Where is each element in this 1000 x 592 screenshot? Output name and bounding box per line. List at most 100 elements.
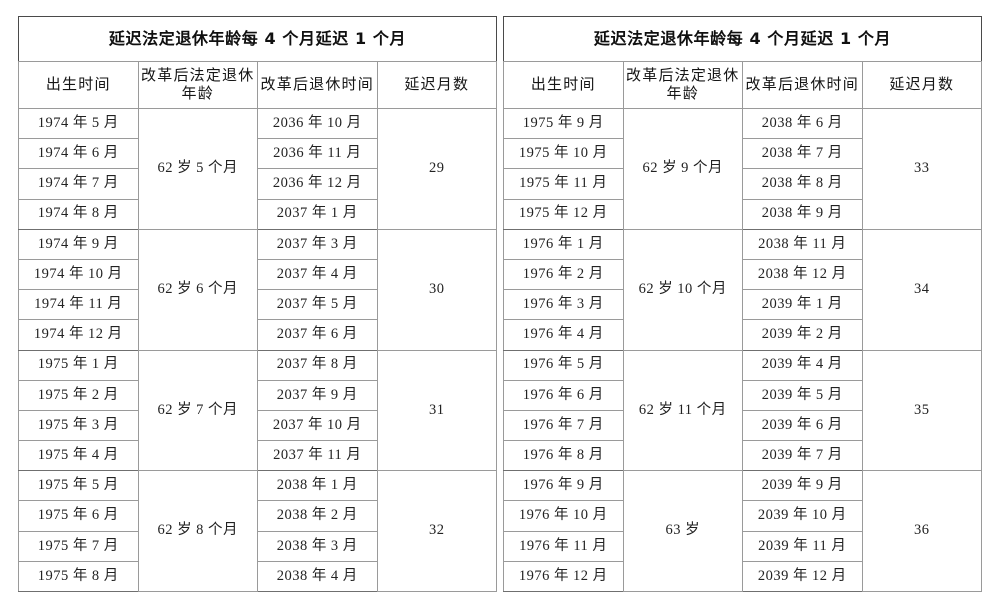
cell-retirement-date: 2038 年 3 月 bbox=[257, 530, 378, 562]
cell-retirement-date: 2039 年 2 月 bbox=[742, 319, 863, 351]
column-header-birth-date: 出生时间 bbox=[503, 61, 624, 109]
table-row: 1975 年 2 月 2037 年 9 月 bbox=[18, 379, 497, 411]
cell-birth-date: 1975 年 8 月 bbox=[18, 560, 139, 592]
table-row: 1975 年 6 月 2038 年 2 月 bbox=[18, 500, 497, 532]
cell-birth-date: 1975 年 5 月 bbox=[18, 470, 139, 502]
cell-retirement-date: 2037 年 6 月 bbox=[257, 319, 378, 351]
cell-retirement-date: 2039 年 10 月 bbox=[742, 500, 863, 532]
cell-birth-date: 1974 年 7 月 bbox=[18, 168, 139, 200]
table-row: 1974 年 5 月 62 岁 5 个月 2036 年 10 月 29 bbox=[18, 107, 497, 230]
column-header-delay-months: 延迟月数 bbox=[861, 61, 982, 109]
cell-retirement-date: 2036 年 11 月 bbox=[257, 138, 378, 170]
table-row: 1976 年 12 月 2039 年 12 月 bbox=[503, 560, 982, 592]
cell-birth-date: 1975 年 7 月 bbox=[18, 530, 139, 562]
table-row: 1974 年 6 月 2036 年 11 月 bbox=[18, 138, 497, 170]
retirement-schedule-table: 延迟法定退休年龄每 4 个月延迟 1 个月 出生时间 改革后法定退休年龄 改革后退休时… bbox=[18, 16, 497, 592]
cell-retirement-date: 2038 年 9 月 bbox=[742, 198, 863, 230]
table-title-row: 延迟法定退休年龄每 4 个月延迟 1 个月 bbox=[503, 16, 982, 62]
cell-birth-date: 1976 年 1 月 bbox=[503, 228, 624, 260]
cell-birth-date: 1976 年 5 月 bbox=[503, 349, 624, 381]
table-row: 1974 年 11 月 2037 年 5 月 bbox=[18, 289, 497, 321]
cell-delay-months: 29 bbox=[376, 108, 497, 230]
column-header-birth-date: 出生时间 bbox=[18, 61, 139, 109]
table-title-row: 延迟法定退休年龄每 4 个月延迟 1 个月 bbox=[18, 16, 497, 62]
cell-birth-date: 1976 年 2 月 bbox=[503, 258, 624, 291]
cell-birth-date: 1976 年 4 月 bbox=[503, 319, 624, 351]
cell-retirement-age: 62 岁 5 个月 bbox=[137, 108, 258, 230]
cell-retirement-date: 2039 年 4 月 bbox=[742, 349, 863, 381]
cell-birth-date: 1976 年 11 月 bbox=[503, 530, 624, 562]
cell-retirement-date: 2036 年 10 月 bbox=[257, 107, 378, 140]
cell-birth-date: 1974 年 11 月 bbox=[18, 289, 139, 321]
table-row: 1976 年 7 月 2039 年 6 月 bbox=[503, 409, 982, 442]
table-row: 1976 年 9 月 63 岁 2039 年 9 月 36 bbox=[503, 470, 982, 592]
table-row: 1975 年 12 月 2038 年 9 月 bbox=[503, 198, 982, 230]
cell-retirement-date: 2038 年 8 月 bbox=[742, 168, 863, 200]
cell-birth-date: 1976 年 3 月 bbox=[503, 289, 624, 321]
table-title: 延迟法定退休年龄每 4 个月延迟 1 个月 bbox=[503, 16, 982, 62]
column-header-retirement-date: 改革后退休时间 bbox=[742, 61, 863, 109]
table-row: 1974 年 10 月 2037 年 4 月 bbox=[18, 258, 497, 291]
cell-birth-date: 1975 年 1 月 bbox=[18, 349, 139, 381]
cell-birth-date: 1974 年 9 月 bbox=[18, 228, 139, 260]
cell-retirement-date: 2037 年 4 月 bbox=[257, 258, 378, 291]
cell-retirement-date: 2039 年 9 月 bbox=[742, 470, 863, 502]
cell-delay-months: 35 bbox=[861, 349, 982, 472]
cell-birth-date: 1976 年 7 月 bbox=[503, 409, 624, 442]
cell-retirement-date: 2039 年 5 月 bbox=[742, 379, 863, 411]
cell-retirement-date: 2039 年 1 月 bbox=[742, 289, 863, 321]
table-row: 1975 年 3 月 2037 年 10 月 bbox=[18, 409, 497, 442]
table-row: 1975 年 1 月 62 岁 7 个月 2037 年 8 月 31 bbox=[18, 349, 497, 472]
cell-birth-date: 1975 年 2 月 bbox=[18, 379, 139, 411]
cell-retirement-date: 2037 年 9 月 bbox=[257, 379, 378, 411]
cell-birth-date: 1975 年 6 月 bbox=[18, 500, 139, 532]
table-row: 1976 年 3 月 2039 年 1 月 bbox=[503, 289, 982, 321]
cell-birth-date: 1974 年 5 月 bbox=[18, 107, 139, 140]
cell-delay-months: 33 bbox=[861, 108, 982, 230]
cell-birth-date: 1975 年 4 月 bbox=[18, 440, 139, 472]
cell-retirement-date: 2037 年 5 月 bbox=[257, 289, 378, 321]
tables-container: 延迟法定退休年龄每 4 个月延迟 1 个月 出生时间 改革后法定退休年龄 改革后退休时… bbox=[18, 16, 982, 592]
cell-birth-date: 1974 年 12 月 bbox=[18, 319, 139, 351]
cell-birth-date: 1976 年 10 月 bbox=[503, 500, 624, 532]
cell-retirement-date: 2039 年 11 月 bbox=[742, 530, 863, 562]
cell-birth-date: 1974 年 10 月 bbox=[18, 258, 139, 291]
retirement-schedule-table: 延迟法定退休年龄每 4 个月延迟 1 个月 出生时间 改革后法定退休年龄 改革后退休时… bbox=[503, 16, 982, 592]
cell-birth-date: 1974 年 6 月 bbox=[18, 138, 139, 170]
cell-retirement-date: 2038 年 4 月 bbox=[257, 560, 378, 592]
cell-delay-months: 36 bbox=[861, 470, 982, 592]
column-header-retirement-age: 改革后法定退休年龄 bbox=[137, 61, 258, 109]
column-header-retirement-age: 改革后法定退休年龄 bbox=[622, 61, 743, 109]
column-header-retirement-date: 改革后退休时间 bbox=[257, 61, 378, 109]
cell-birth-date: 1976 年 12 月 bbox=[503, 560, 624, 592]
cell-retirement-age: 62 岁 10 个月 bbox=[622, 228, 743, 351]
table-header-row: 出生时间 改革后法定退休年龄 改革后退休时间 延迟月数 bbox=[18, 61, 497, 109]
table-row: 1976 年 10 月 2039 年 10 月 bbox=[503, 500, 982, 532]
table-row: 1974 年 8 月 2037 年 1 月 bbox=[18, 198, 497, 230]
cell-delay-months: 34 bbox=[861, 228, 982, 351]
cell-retirement-date: 2039 年 12 月 bbox=[742, 560, 863, 592]
cell-retirement-date: 2038 年 11 月 bbox=[742, 228, 863, 260]
cell-retirement-date: 2037 年 10 月 bbox=[257, 409, 378, 442]
table-row: 1976 年 11 月 2039 年 11 月 bbox=[503, 530, 982, 562]
cell-birth-date: 1975 年 3 月 bbox=[18, 409, 139, 442]
table-row: 1975 年 4 月 2037 年 11 月 bbox=[18, 440, 497, 472]
cell-birth-date: 1975 年 10 月 bbox=[503, 138, 624, 170]
table-header-row: 出生时间 改革后法定退休年龄 改革后退休时间 延迟月数 bbox=[503, 61, 982, 109]
cell-birth-date: 1975 年 9 月 bbox=[503, 107, 624, 140]
cell-retirement-age: 62 岁 6 个月 bbox=[137, 228, 258, 351]
cell-retirement-age: 62 岁 7 个月 bbox=[137, 349, 258, 472]
cell-retirement-date: 2039 年 6 月 bbox=[742, 409, 863, 442]
cell-birth-date: 1975 年 12 月 bbox=[503, 198, 624, 230]
table-row: 1975 年 9 月 62 岁 9 个月 2038 年 6 月 33 bbox=[503, 107, 982, 230]
cell-retirement-date: 2037 年 11 月 bbox=[257, 440, 378, 472]
cell-retirement-age: 62 岁 11 个月 bbox=[622, 349, 743, 472]
cell-retirement-date: 2037 年 3 月 bbox=[257, 228, 378, 260]
cell-retirement-date: 2039 年 7 月 bbox=[742, 440, 863, 472]
cell-retirement-date: 2038 年 1 月 bbox=[257, 470, 378, 502]
table-row: 1975 年 5 月 62 岁 8 个月 2038 年 1 月 32 bbox=[18, 470, 497, 592]
table-row: 1976 年 2 月 2038 年 12 月 bbox=[503, 258, 982, 291]
cell-birth-date: 1974 年 8 月 bbox=[18, 198, 139, 230]
cell-delay-months: 32 bbox=[376, 470, 497, 592]
